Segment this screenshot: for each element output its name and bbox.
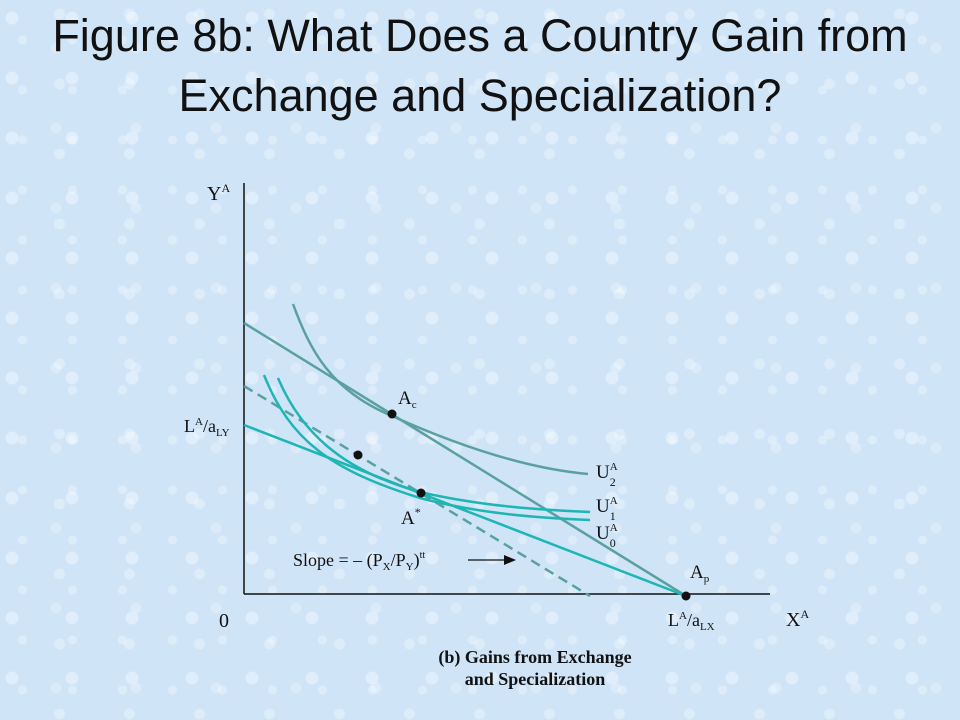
point-a-c-label: Ac — [398, 388, 417, 411]
y-axis-label: YA — [207, 181, 230, 205]
figure-caption: (b) Gains from Exchange and Specializati… — [360, 646, 710, 690]
point-autarky-marker — [353, 450, 363, 460]
point-a-p-label: Ap — [690, 562, 710, 585]
origin-label: 0 — [219, 610, 229, 632]
curve-u1-label: UA 1 — [596, 495, 618, 523]
x-axis-label: XA — [786, 607, 809, 631]
indifference-curve-u2 — [291, 303, 589, 476]
curve-u2-label: UA 2 — [596, 461, 618, 489]
slope-arrow-head — [504, 555, 516, 565]
point-a-p-marker — [681, 591, 691, 601]
indifference-curve-u1 — [276, 377, 591, 514]
point-a-star-marker — [416, 488, 426, 498]
point-a-star-label: A* — [401, 505, 421, 529]
y-intercept-label: LA/aLY — [184, 416, 230, 439]
caption-line-2: and Specialization — [464, 669, 606, 689]
slope-label: Slope = – (PX/PY)tt — [293, 550, 425, 573]
slide-title: Figure 8b: What Does a Country Gain from… — [52, 10, 908, 121]
trade-price-line — [243, 321, 687, 598]
point-a-c-marker — [387, 409, 397, 419]
indifference-curve-u0 — [262, 374, 591, 522]
caption-line-1: (b) Gains from Exchange — [438, 647, 632, 667]
curve-u0-label: UA 0 — [596, 522, 618, 550]
production-frontier-line — [243, 423, 687, 598]
x-intercept-label: LA/aLX — [668, 610, 715, 633]
